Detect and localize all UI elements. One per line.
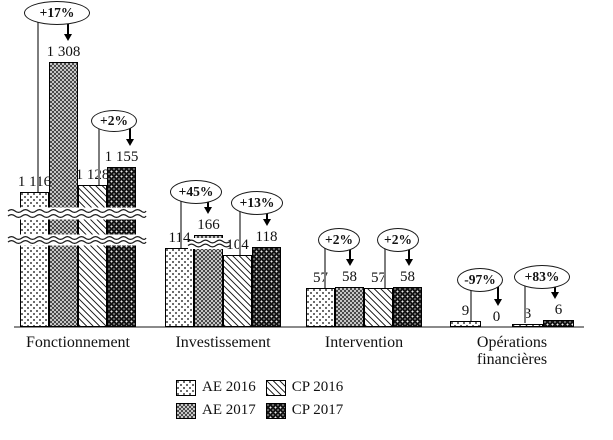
value-label: 57 [371, 270, 386, 286]
value-label: 6 [554, 302, 563, 318]
annotation-oval-intervention-cp-2017: +2% [377, 228, 419, 252]
value-label: 57 [313, 270, 328, 286]
annotation-oval-op-rations-financi-res-cp-2017: +83% [514, 265, 570, 289]
annotation-connector-line [98, 121, 100, 185]
value-label: 0 [492, 309, 501, 325]
arrow-stem [207, 192, 209, 208]
annotation-arrow [494, 280, 502, 306]
bar-cp-2016-investissement [223, 255, 252, 327]
value-label: 58 [342, 269, 357, 285]
legend-swatch-ae-2017 [176, 402, 196, 419]
bar-ae-2016-intervention [306, 288, 335, 327]
arrow-down-icon [551, 292, 559, 299]
legend-label: AE 2017 [202, 402, 256, 418]
arrow-down-icon [126, 139, 134, 146]
bar-ae-2017-fonctionnement [49, 62, 78, 327]
annotation-arrow [204, 192, 212, 214]
value-label: 166 [197, 217, 220, 233]
category-label-investissement: Investissement [175, 334, 271, 351]
arrow-stem [408, 240, 410, 260]
legend-label: CP 2016 [291, 379, 344, 395]
bar-ae-2016-investissement [165, 248, 194, 327]
annotation-arrow [126, 121, 134, 146]
arrow-down-icon [64, 34, 72, 41]
annotation-arrow [346, 240, 354, 266]
annotation-oval-investissement-cp-2017: +13% [231, 191, 283, 215]
annotation-arrow [551, 277, 559, 299]
value-label: 118 [255, 229, 278, 245]
arrow-down-icon [263, 219, 271, 226]
annotation-connector-line [470, 280, 472, 321]
value-label: 3 [523, 305, 532, 322]
annotation-connector-line [524, 277, 526, 323]
arrow-down-icon [405, 259, 413, 266]
value-label: 104 [226, 237, 249, 253]
annotation-connector-line [239, 203, 241, 255]
legend-item-ae-2016: AE 2016 [176, 379, 256, 396]
annotation-connector-line [324, 240, 326, 288]
annotation-oval-intervention-ae-2017: +2% [318, 228, 360, 252]
x-axis-line [14, 325, 584, 328]
category-label-op-rations-financi-res: Opérations financières [476, 334, 548, 368]
legend-item-cp-2017: CP 2017 [265, 402, 344, 419]
bar-ae-2017-investissement [194, 235, 223, 327]
bar-cp-2016-intervention [364, 288, 393, 327]
value-label: 1 116 [17, 174, 52, 190]
legend-label: CP 2017 [291, 402, 344, 418]
annotation-oval-investissement-ae-2017: +45% [170, 180, 222, 204]
value-label: 9 [461, 303, 470, 319]
annotation-connector-line [37, 13, 39, 192]
annotation-connector-line [384, 240, 386, 288]
arrow-down-icon [494, 299, 502, 306]
category-label-fonctionnement: Fonctionnement [26, 334, 130, 351]
arrow-stem [349, 240, 351, 260]
value-label: 1 155 [104, 149, 139, 165]
arrow-stem [67, 13, 69, 35]
bar-cp-2017-intervention [393, 287, 422, 327]
annotation-arrow [64, 13, 72, 41]
value-label: 58 [400, 269, 415, 285]
annotation-oval-op-rations-financi-res-ae-2017: -97% [457, 268, 503, 292]
legend-swatch-cp-2017 [265, 402, 286, 419]
legend-item-ae-2017: AE 2017 [176, 402, 256, 419]
arrow-down-icon [346, 259, 354, 266]
annotation-oval-fonctionnement-ae-2017: +17% [24, 1, 90, 25]
value-label: 1 128 [75, 167, 110, 183]
arrow-stem [266, 203, 268, 220]
value-label: 114 [168, 230, 191, 246]
legend-label: AE 2016 [202, 379, 256, 395]
bar-cp-2017-fonctionnement [107, 167, 136, 327]
annotation-arrow [263, 203, 271, 226]
category-label-intervention: Intervention [324, 334, 404, 351]
annotation-connector-line [180, 192, 182, 248]
legend: AE 2016 CP 2016 AE 2017 CP 2017 [176, 379, 343, 419]
arrow-stem [554, 277, 556, 293]
legend-item-cp-2016: CP 2016 [265, 379, 344, 396]
bar-cp-2017-investissement [252, 247, 281, 327]
annotation-oval-fonctionnement-cp-2017: +2% [91, 110, 137, 132]
bar-cp-2016-fonctionnement [78, 185, 107, 327]
arrow-stem [129, 121, 131, 140]
value-label: 1 308 [46, 44, 81, 60]
bar-ae-2016-fonctionnement [20, 192, 49, 327]
annotation-arrow [405, 240, 413, 266]
arrow-down-icon [204, 207, 212, 214]
legend-swatch-ae-2016 [176, 379, 196, 396]
legend-swatch-cp-2016 [265, 379, 286, 396]
bar-ae-2017-intervention [335, 287, 364, 327]
arrow-stem [497, 280, 499, 300]
